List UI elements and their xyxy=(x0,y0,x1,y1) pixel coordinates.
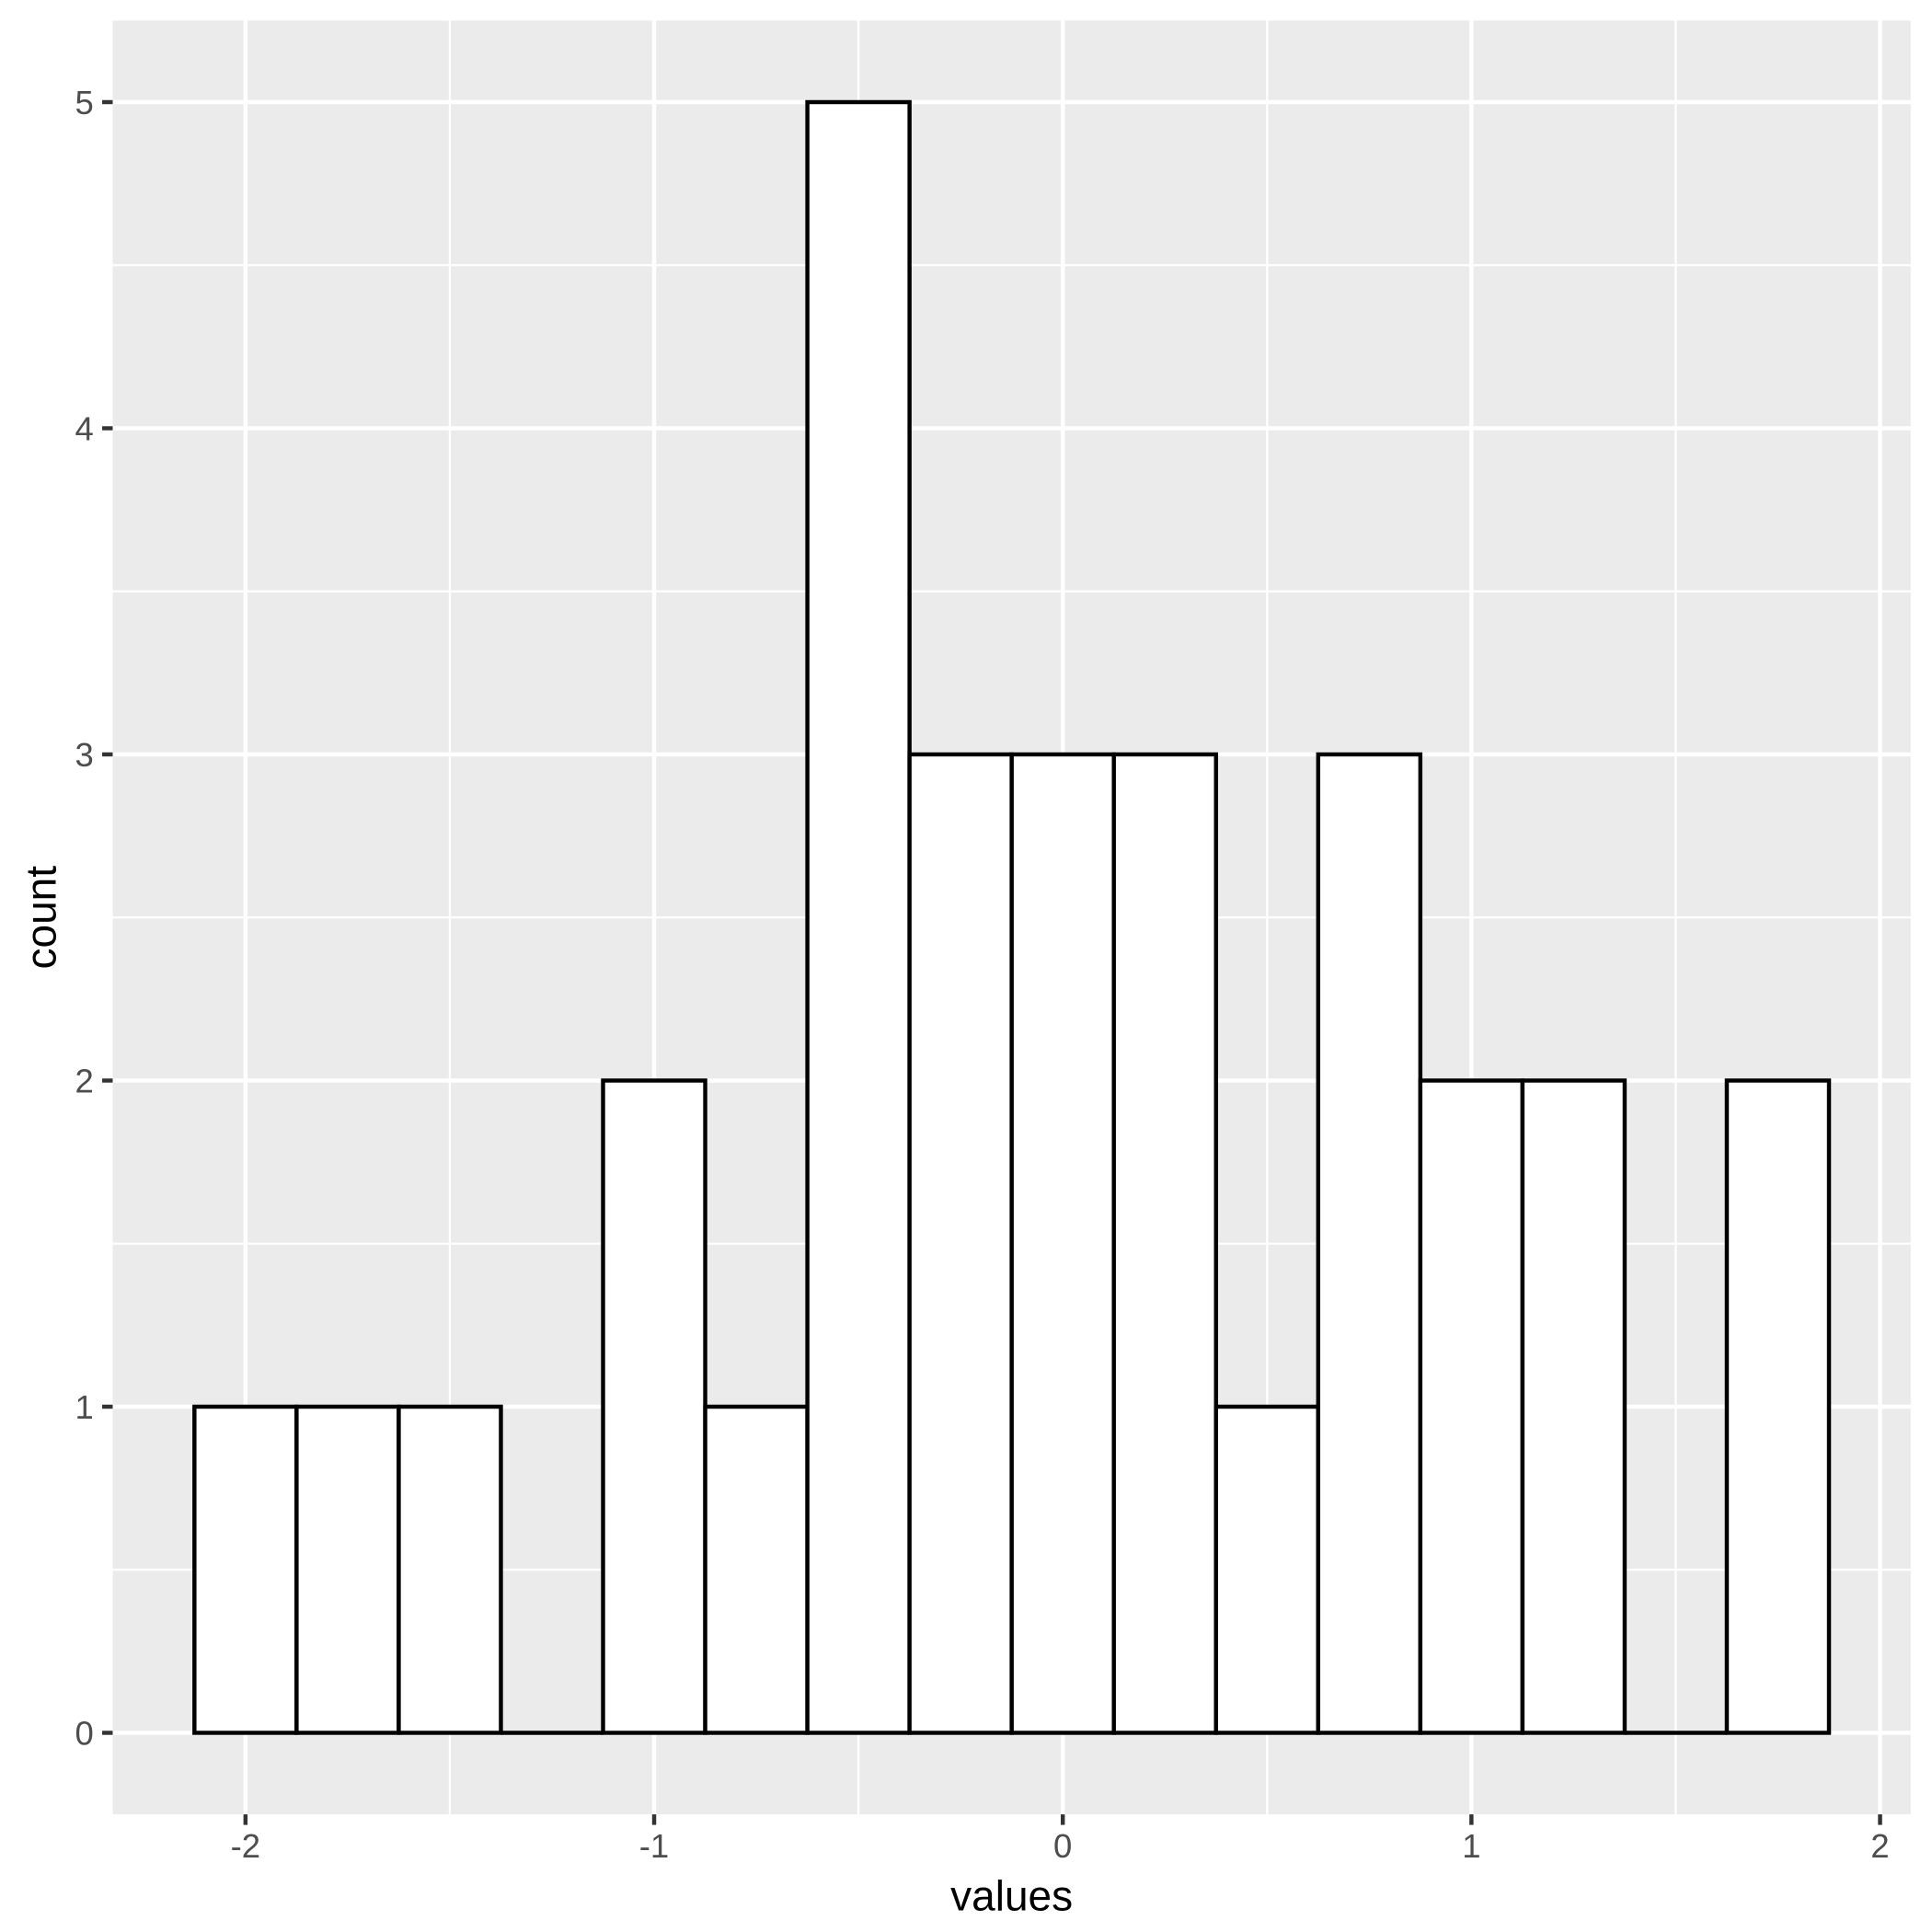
svg-text:-1: -1 xyxy=(639,1827,669,1865)
svg-text:0: 0 xyxy=(75,1715,93,1753)
svg-text:-2: -2 xyxy=(231,1827,260,1865)
svg-text:values: values xyxy=(950,1872,1073,1920)
svg-text:1: 1 xyxy=(75,1388,93,1426)
svg-text:4: 4 xyxy=(75,410,93,448)
svg-text:3: 3 xyxy=(75,736,93,774)
svg-text:5: 5 xyxy=(75,84,93,121)
svg-text:0: 0 xyxy=(1053,1827,1072,1865)
svg-text:2: 2 xyxy=(75,1063,93,1100)
svg-text:2: 2 xyxy=(1870,1827,1889,1865)
svg-text:count: count xyxy=(17,866,65,970)
svg-text:1: 1 xyxy=(1462,1827,1480,1865)
